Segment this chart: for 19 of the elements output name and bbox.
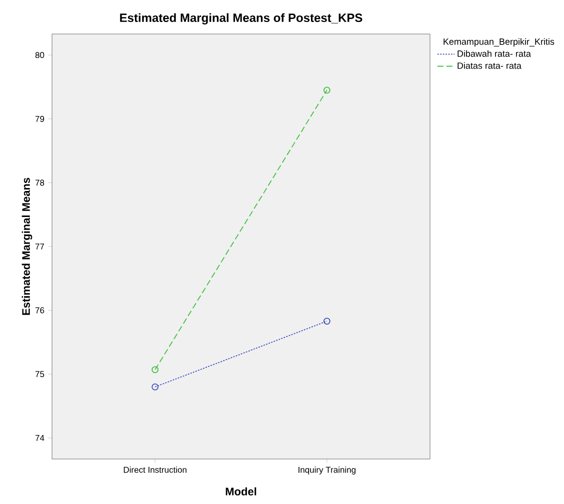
y-tick-label: 79 <box>35 116 44 122</box>
legend-label: Diatas rata- rata <box>458 62 522 69</box>
legend-label: Dibawah rata- rata <box>458 50 531 57</box>
y-axis-title: Estimated Marginal Means <box>22 178 32 315</box>
point <box>152 366 159 374</box>
y-tick-label: 80 <box>35 52 44 58</box>
x-axis-title: Model <box>226 487 256 496</box>
x-tick-label: Direct Instruction <box>124 466 186 473</box>
x-tick-label: Inquiry Training <box>298 466 356 474</box>
y-tick-label: 75 <box>35 371 44 378</box>
y-tick-label: 77 <box>35 244 44 250</box>
y-tick-label: 78 <box>35 180 44 186</box>
legend-title: Kemampuan_Berpikir_Kritis <box>444 38 554 47</box>
point <box>323 318 330 325</box>
point <box>152 383 159 390</box>
chart-title: Estimated Marginal Means of Postest_KPS <box>120 13 362 24</box>
point <box>323 86 330 94</box>
y-tick-label: 76 <box>35 307 44 314</box>
y-tick-label: 74 <box>35 435 44 441</box>
